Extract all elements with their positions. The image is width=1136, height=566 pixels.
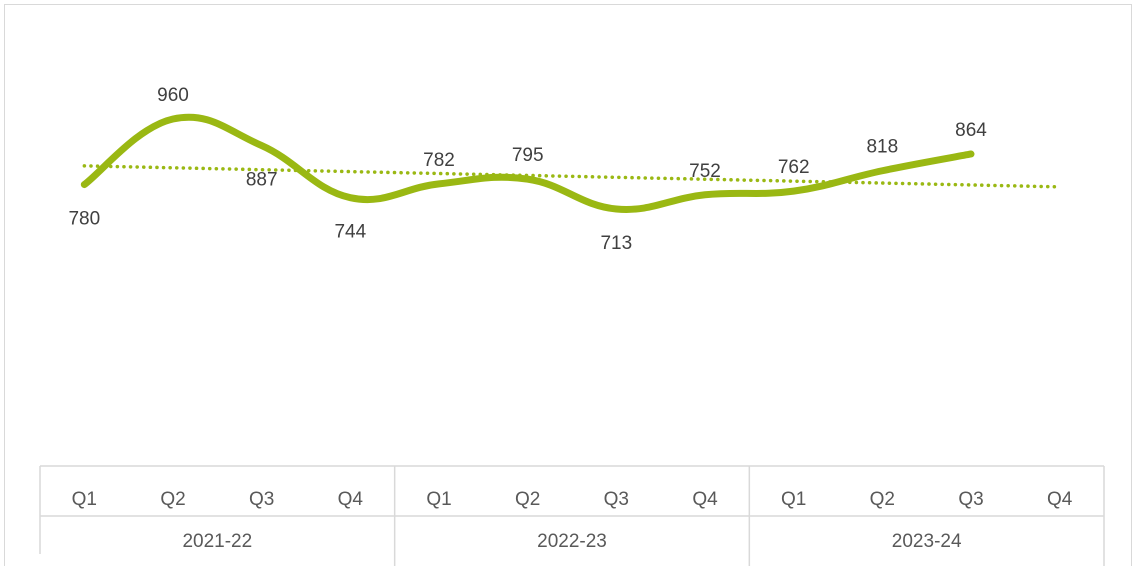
tick-label: Q4 (338, 489, 364, 510)
tick-label: Q4 (692, 489, 718, 510)
trendline (82, 164, 1062, 189)
tick-label: Q2 (515, 489, 540, 510)
data-label: 782 (423, 150, 455, 171)
data-label: 744 (334, 222, 366, 243)
series-line (80, 113, 975, 213)
trendline-layer (82, 164, 1062, 189)
data-label: 795 (512, 145, 544, 166)
data-label: 780 (68, 209, 100, 230)
chart-frame (4, 4, 1132, 566)
tick-label: Q3 (604, 489, 629, 510)
data-label: 960 (157, 85, 189, 106)
data-label: 713 (600, 233, 632, 254)
tick-label: Q4 (1047, 489, 1073, 510)
group-label: 2022-23 (537, 531, 607, 552)
data-label: 762 (778, 157, 810, 178)
tick-label: Q2 (870, 489, 895, 510)
series-line-layer (80, 113, 975, 213)
tick-label: Q3 (249, 489, 274, 510)
tick-label: Q2 (160, 489, 185, 510)
tick-label: Q1 (781, 489, 806, 510)
data-label: 864 (955, 120, 987, 141)
tick-label: Q3 (958, 489, 983, 510)
group-label: 2021-22 (182, 531, 252, 552)
category-axis: Q1 Q2 Q3 Q4 2021-22 Q1 Q2 Q3 Q4 2022-23 Q1 Q2 Q3 Q4 20… (39, 465, 1105, 566)
data-label: 752 (689, 161, 721, 182)
data-label: 818 (866, 137, 898, 158)
data-label-layer: 780 960 887 744 782 795 713 752 762 818 864 (68, 85, 987, 254)
tick-label: Q1 (426, 489, 451, 510)
group-label: 2023-24 (892, 531, 962, 552)
data-label: 887 (246, 170, 278, 191)
tick-label: Q1 (72, 489, 97, 510)
